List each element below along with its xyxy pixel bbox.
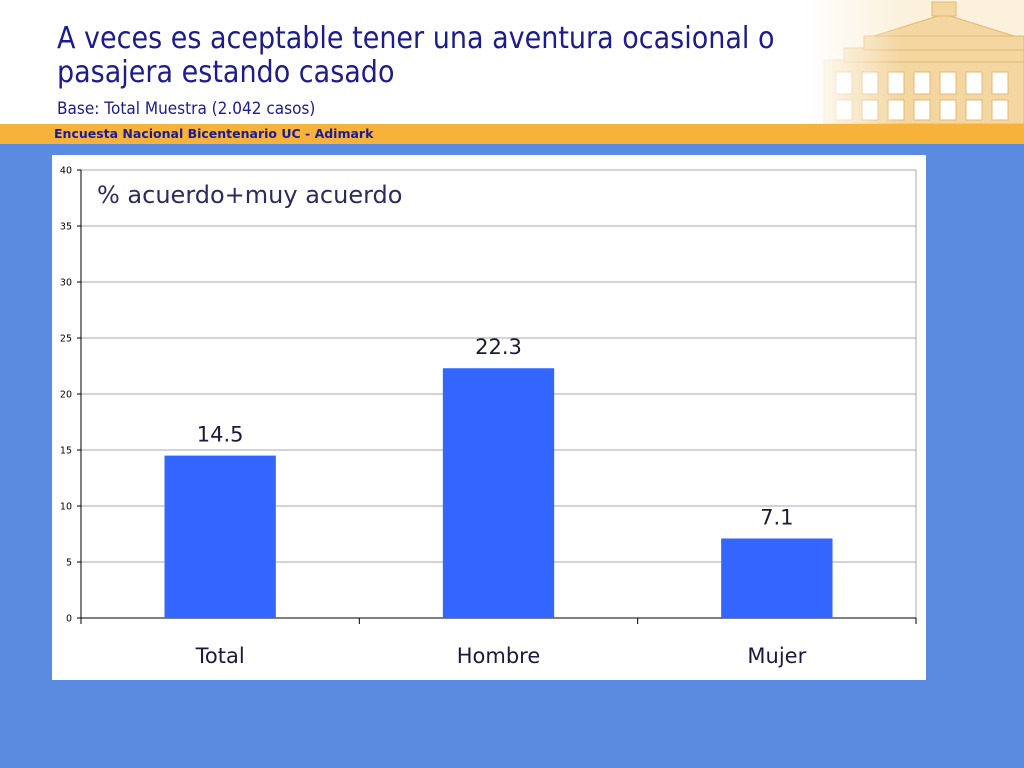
- y-tick-label: 10: [60, 502, 72, 513]
- y-tick-label: 0: [66, 614, 72, 625]
- survey-band: Encuesta Nacional Bicentenario UC - Adim…: [0, 124, 1024, 144]
- x-category-label: Total: [195, 644, 245, 668]
- bar: [442, 368, 555, 618]
- slide-title: A veces es aceptable tener una aventura …: [57, 21, 775, 90]
- chart-title: % acuerdo+muy acuerdo: [97, 181, 402, 209]
- y-tick-label: 30: [60, 278, 72, 289]
- bar-value-label: 22.3: [475, 335, 522, 359]
- x-category-label: Hombre: [457, 644, 541, 668]
- y-tick-label: 15: [60, 446, 72, 457]
- survey-band-label: Encuesta Nacional Bicentenario UC - Adim…: [54, 126, 374, 141]
- bar-value-label: 7.1: [760, 505, 793, 529]
- bar-chart: 0 5 10 15 20 25 30 35 40 % acuerdo+muy acuerdo 14.…: [60, 166, 917, 668]
- bar: [164, 455, 276, 618]
- slide-header: A veces es aceptable tener una aventura …: [0, 0, 1024, 124]
- y-tick-label: 20: [60, 390, 72, 401]
- y-tick-label: 35: [60, 222, 72, 233]
- bar: [721, 538, 833, 618]
- slide-subtitle: Base: Total Muestra (2.042 casos): [57, 99, 316, 119]
- chart-panel: 0 5 10 15 20 25 30 35 40 % acuerdo+muy acuerdo 14.…: [52, 155, 926, 680]
- building-illustration-icon: [804, 0, 1024, 124]
- y-tick-label: 25: [60, 334, 72, 345]
- y-tick-label: 40: [60, 166, 72, 177]
- y-tick-label: 5: [66, 558, 72, 569]
- x-category-label: Mujer: [747, 644, 806, 668]
- bar-value-label: 14.5: [197, 423, 244, 447]
